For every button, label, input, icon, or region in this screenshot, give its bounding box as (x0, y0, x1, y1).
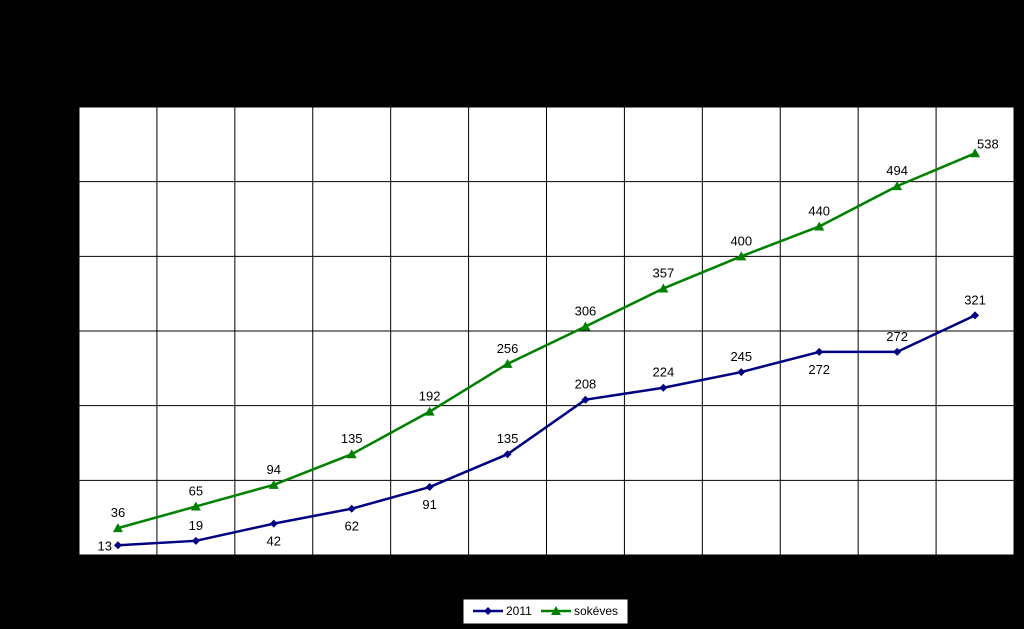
legend-marker-sokeves (551, 606, 561, 615)
data-label-sok-ves: 538 (977, 136, 999, 151)
data-point-2011 (971, 311, 980, 320)
data-label-sok-ves: 256 (497, 341, 519, 356)
data-point-sok-ves (736, 251, 747, 261)
data-label-sok-ves: 94 (267, 462, 281, 477)
data-label-2011: 42 (267, 534, 281, 549)
data-label-sok-ves: 494 (886, 163, 908, 178)
data-point-sok-ves (112, 523, 123, 533)
data-point-2011 (737, 368, 746, 377)
data-label-2011: 91 (422, 497, 436, 512)
data-point-2011 (893, 347, 902, 356)
data-label-sok-ves: 65 (189, 483, 203, 498)
data-label-sok-ves: 36 (111, 505, 125, 520)
data-labels: 13 19 42 62 91 135 208 224 245 272 272 321 36 65 94 135… (97, 136, 998, 553)
data-label-2011: 13 (97, 538, 111, 553)
data-point-2011 (347, 504, 356, 513)
data-point-sok-ves (346, 449, 357, 459)
data-point-sok-ves (580, 321, 591, 331)
data-point-2011 (815, 347, 824, 356)
data-label-2011: 135 (497, 431, 519, 446)
data-point-sok-ves (814, 221, 825, 231)
legend: 2011 sokéves (462, 598, 629, 625)
data-label-sok-ves: 440 (808, 203, 830, 218)
data-label-sok-ves: 400 (730, 233, 752, 248)
series-line-2011 (117, 314, 976, 547)
data-label-2011: 245 (730, 349, 752, 364)
data-label-sok-ves: 357 (653, 265, 675, 280)
legend-label-sokeves: sokéves (574, 604, 618, 618)
data-label-sok-ves: 306 (575, 304, 597, 319)
series-line-sok-ves (117, 152, 976, 530)
legend-marker-2011 (484, 607, 492, 615)
data-label-2011: 208 (575, 377, 597, 392)
legend-label-2011: 2011 (506, 604, 532, 618)
data-point-2011 (269, 519, 278, 528)
data-point-sok-ves (268, 479, 279, 489)
data-point-sok-ves (970, 148, 981, 158)
data-point-sok-ves (190, 501, 201, 511)
data-point-sok-ves (502, 358, 513, 368)
data-point-sok-ves (658, 283, 669, 293)
data-label-sok-ves: 192 (419, 389, 441, 404)
data-point-2011 (425, 483, 434, 492)
data-point-2011 (191, 536, 200, 545)
data-point-sok-ves (424, 406, 435, 416)
data-label-2011: 272 (886, 329, 908, 344)
series-lines (117, 152, 976, 547)
data-point-sok-ves (892, 181, 903, 191)
data-label-2011: 62 (344, 519, 358, 534)
data-label-2011: 272 (808, 362, 830, 377)
gridlines (79, 107, 1014, 555)
data-label-2011: 224 (653, 365, 675, 380)
data-label-2011: 321 (964, 292, 986, 307)
data-label-2011: 19 (189, 518, 203, 533)
series-markers (112, 148, 981, 550)
plot-border (78, 106, 1015, 556)
data-point-2011 (503, 450, 512, 459)
data-label-sok-ves: 135 (341, 431, 363, 446)
data-point-2011 (581, 395, 590, 404)
data-point-2011 (113, 541, 122, 550)
data-point-2011 (659, 383, 668, 392)
